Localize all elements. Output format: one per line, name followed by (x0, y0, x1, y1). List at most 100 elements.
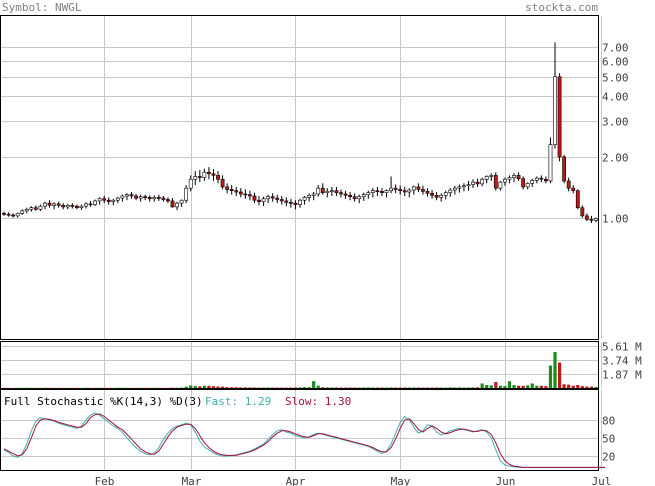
price-candle-body (307, 195, 312, 198)
price-candle-body (74, 205, 79, 208)
volume-bar (66, 387, 70, 389)
volume-bar (61, 387, 65, 389)
volume-bar (166, 387, 170, 389)
volume-bar (503, 386, 507, 388)
volume-panel-frame (0, 341, 599, 389)
volume-bar (88, 387, 93, 389)
price-candle-body (188, 178, 193, 189)
price-candle-body (361, 194, 366, 197)
price-candle-body (575, 190, 580, 208)
volume-bar (38, 387, 43, 389)
price-candle-body (275, 197, 280, 200)
volume-bar (348, 387, 352, 389)
volume-bar (75, 387, 79, 389)
price-candle-body (111, 199, 116, 202)
volume-bar (230, 387, 234, 388)
volume-bar (170, 387, 175, 389)
volume-bar (557, 362, 562, 388)
volume-bar (357, 387, 361, 389)
price-candle-body (252, 195, 257, 201)
price-candle-body (70, 205, 75, 207)
price-candle-body (134, 195, 138, 199)
price-candle-body (566, 180, 571, 189)
volume-bar (243, 387, 247, 388)
price-candle-body (193, 176, 198, 180)
price-candle-body (216, 175, 220, 180)
price-candle-body (47, 202, 52, 206)
price-candle-body (534, 177, 539, 181)
volume-bar (120, 387, 124, 389)
price-candle-body (279, 199, 284, 202)
price-candle-body (589, 219, 594, 221)
price-candle-body (553, 76, 557, 145)
price-candle-body (421, 189, 425, 192)
volume-bar (398, 387, 402, 389)
price-candle-body (220, 178, 225, 188)
volume-bar (2, 387, 6, 389)
price-candle-body (166, 199, 170, 202)
volume-bar (312, 381, 316, 388)
price-candle-body (202, 171, 207, 178)
volume-bar (375, 387, 380, 389)
volume-bar (353, 387, 357, 389)
price-candle-body (584, 215, 589, 220)
stochastic-tick-label: 20 (602, 451, 615, 464)
volume-bar (407, 387, 411, 388)
price-candle-body (375, 190, 380, 192)
volume-bar (175, 387, 179, 389)
price-candle-body (52, 203, 56, 206)
price-candle-body (29, 207, 34, 210)
price-candle-body (512, 175, 516, 178)
stochastic-slow-label: Slow: 1.30 (285, 395, 351, 408)
price-candle-body (65, 205, 70, 208)
price-candle-body (530, 180, 535, 184)
price-candle-body (311, 193, 316, 196)
volume-bar (389, 387, 393, 388)
price-candle-body (207, 171, 211, 175)
stochastic-tick-label: 80 (602, 415, 615, 428)
volume-bar (425, 387, 430, 389)
price-tick-label: 5.00 (602, 72, 629, 85)
price-candle-body (416, 186, 421, 190)
volume-bar (189, 385, 193, 388)
price-candle-body (580, 207, 585, 217)
price-tick-label: 7.00 (602, 42, 629, 55)
volume-bar (430, 387, 434, 389)
price-candle-body (571, 187, 576, 191)
price-candle-body (20, 210, 25, 214)
volume-bar (494, 382, 498, 388)
volume-bar (125, 387, 129, 389)
volume-bar (198, 386, 202, 388)
stochastic-panel-frame (0, 389, 599, 471)
price-candle-body (370, 190, 375, 193)
price-candle-body (498, 181, 503, 189)
volume-bar (366, 387, 370, 388)
price-candle-body (184, 187, 189, 201)
price-candle-body (439, 195, 444, 198)
price-candle-body (170, 200, 175, 208)
volume-bar (271, 387, 275, 389)
price-candle-body (211, 173, 216, 176)
price-candle-body (15, 213, 20, 217)
price-candle-body (302, 197, 307, 201)
volume-bar (512, 385, 516, 388)
price-candles (2, 42, 598, 224)
grid-layer (1, 16, 602, 470)
price-candle-body (293, 202, 298, 205)
volume-bar (293, 387, 298, 389)
volume-bar (526, 385, 530, 388)
volume-bar (11, 387, 15, 389)
volume-bar (193, 386, 197, 388)
price-candle-body (102, 198, 107, 201)
volume-bar (289, 387, 293, 389)
price-tick-label: 4.00 (602, 91, 629, 104)
volume-bar (202, 385, 206, 388)
price-candle-body (562, 156, 567, 182)
volume-bar (307, 387, 311, 388)
price-candle-body (115, 197, 120, 201)
volume-bar (52, 387, 56, 389)
price-candle-body (320, 187, 325, 193)
volume-bar (16, 387, 20, 389)
price-candle-body (407, 189, 412, 193)
price-candle-body (125, 194, 129, 197)
